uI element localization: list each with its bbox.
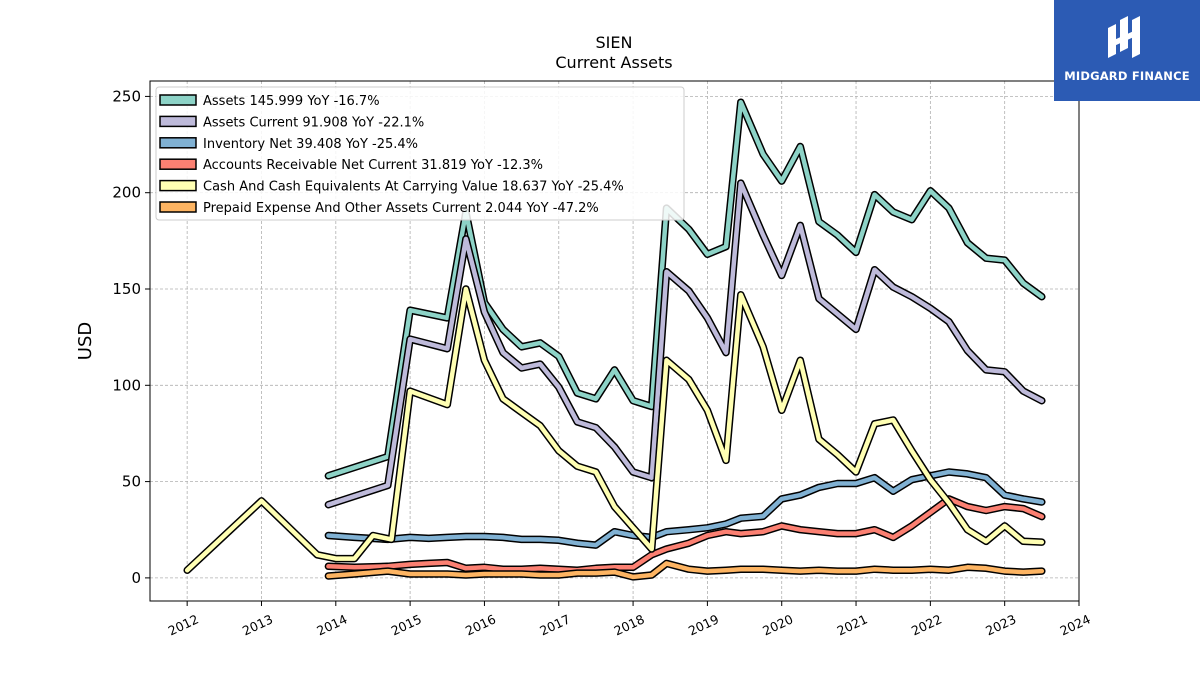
y-tick-label: 0: [131, 569, 141, 587]
series-lines: [183, 98, 1046, 581]
plot-frame: [149, 80, 1080, 602]
legend: Assets 145.999 YoY -16.7% Assets Current …: [155, 86, 685, 221]
y-tick-label: 50: [122, 473, 141, 491]
series-assets-current: [324, 179, 1046, 509]
x-tick-label: 2023: [983, 611, 1018, 638]
chart-subtitle: Current Assets: [555, 53, 672, 72]
x-tick-label: 2012: [166, 611, 201, 638]
y-axis-label: USD: [75, 322, 96, 360]
legend-label: Cash And Cash Equivalents At Carrying Va…: [203, 180, 624, 195]
series-accounts-receivable-net-current: [324, 495, 1046, 574]
legend-swatch: [159, 94, 197, 106]
series-prepaid-expense-and-other-assets-current: [324, 559, 1046, 581]
legend-swatch: [159, 179, 197, 192]
x-tick-label: 2016: [463, 611, 498, 638]
legend-item: Assets Current 91.908 YoY -22.1%: [159, 115, 424, 130]
legend-swatch: [159, 137, 197, 149]
y-tick-label: 100: [112, 376, 141, 394]
legend-label: Assets 145.999 YoY -16.7%: [203, 94, 380, 109]
x-tick-label: 2021: [835, 611, 870, 638]
x-tick-label: 2013: [240, 611, 275, 638]
x-tick-label: 2014: [314, 611, 349, 638]
legend-item: Prepaid Expense And Other Assets Current…: [159, 201, 599, 216]
legend-box: [155, 86, 685, 221]
y-tick-label: 200: [112, 184, 141, 202]
legend-swatch: [159, 158, 197, 170]
legend-item: Cash And Cash Equivalents At Carrying Va…: [159, 179, 624, 195]
brand-logo: MIDGARD FINANCE: [1054, 0, 1200, 101]
legend-label: Inventory Net 39.408 YoY -25.4%: [203, 137, 418, 152]
legend-item: Assets 145.999 YoY -16.7%: [159, 94, 380, 109]
legend-label: Prepaid Expense And Other Assets Current…: [203, 201, 599, 216]
series-line: [326, 180, 1045, 507]
brand-name: MIDGARD FINANCE: [1064, 69, 1190, 83]
y-tick-label: 250: [112, 87, 141, 105]
x-tick-label: 2017: [537, 611, 572, 638]
legend-swatch: [159, 115, 197, 128]
series-assets: [324, 98, 1046, 480]
y-tick-label: 150: [112, 280, 141, 298]
legend-swatch: [159, 201, 197, 213]
x-tick-label: 2022: [909, 611, 944, 638]
series-line: [326, 99, 1045, 479]
series-line: [184, 286, 1045, 573]
x-tick-label: 2024: [1058, 611, 1093, 638]
legend-item: Accounts Receivable Net Current 31.819 Y…: [159, 158, 543, 173]
series-cash-and-cash-equivalents-at-carrying-value: [183, 285, 1046, 574]
legend-label: Accounts Receivable Net Current 31.819 Y…: [203, 158, 543, 173]
legend-item: Inventory Net 39.408 YoY -25.4%: [159, 137, 418, 152]
x-tick-label: 2019: [686, 611, 721, 638]
series-line: [326, 496, 1045, 573]
legend-label: Assets Current 91.908 YoY -22.1%: [203, 115, 424, 130]
series-line: [326, 561, 1045, 580]
x-tick-label: 2015: [389, 611, 424, 638]
x-tick-label: 2020: [760, 611, 795, 638]
chart-title: SIEN: [596, 33, 633, 52]
midgard-logo-icon: [1108, 16, 1140, 58]
x-tick-label: 2018: [612, 611, 647, 638]
